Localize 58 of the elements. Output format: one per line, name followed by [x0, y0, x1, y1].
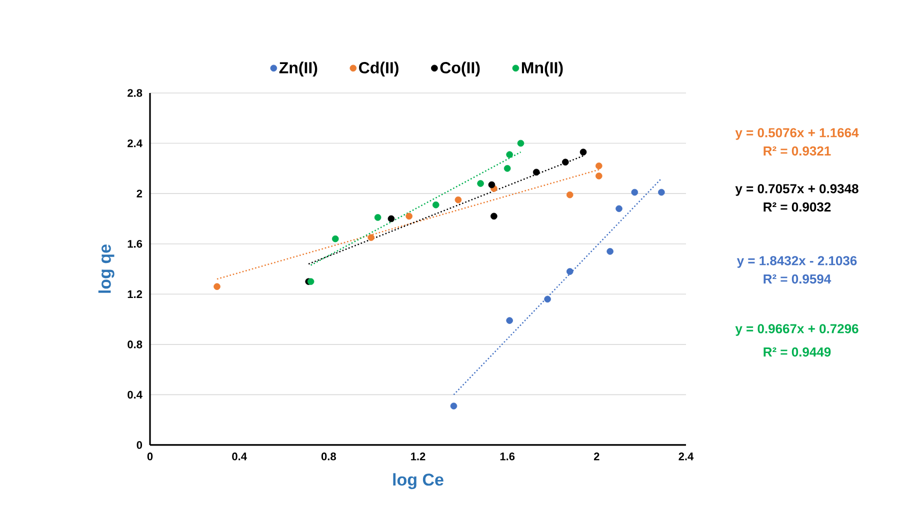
point	[506, 317, 513, 324]
x-tick-label: 2.4	[678, 452, 694, 460]
y-tick-label: 0.8	[128, 340, 142, 348]
y-tick-label: 1.2	[128, 290, 142, 298]
point	[432, 201, 440, 208]
legend-label: Co(II)	[440, 62, 480, 77]
text: y = 1.8432x - 2.1036	[736, 256, 857, 268]
y-tick-label: 0	[136, 441, 142, 449]
y-axis-title: log qe	[98, 244, 114, 293]
point	[596, 162, 602, 170]
point	[406, 212, 412, 220]
point	[580, 148, 587, 156]
y-tick-label: 0.4	[128, 390, 142, 399]
y-tick-label: 1.6	[128, 240, 142, 248]
point	[596, 172, 602, 180]
y-tick-label: 2	[136, 190, 142, 198]
x-axis-title: log Ce	[393, 473, 444, 490]
point	[488, 181, 496, 188]
point	[450, 402, 458, 410]
point	[332, 235, 339, 242]
point	[490, 212, 498, 220]
legend-label: Cd(II)	[359, 62, 398, 77]
legend-label: Zn(II)	[279, 62, 318, 77]
point	[388, 215, 395, 222]
point	[566, 268, 574, 275]
point	[454, 196, 462, 204]
point	[562, 158, 569, 166]
x-tick-label: 0.4	[232, 452, 247, 460]
point	[504, 165, 511, 172]
point	[214, 283, 220, 290]
point	[566, 191, 574, 198]
x-tick-label: 1.2	[411, 452, 426, 460]
point	[517, 140, 524, 147]
text: y = 0.7057x + 0.9348	[735, 184, 858, 196]
point	[477, 180, 484, 187]
point	[307, 278, 314, 285]
text: R² = 0.9594	[764, 274, 832, 284]
x-tick-label: 1.6	[500, 452, 515, 460]
point	[631, 188, 638, 196]
point	[374, 214, 382, 221]
y-tick-label: 2.4	[128, 139, 142, 148]
point	[616, 205, 622, 212]
text: R² = 0.9321	[764, 146, 831, 156]
text: R² = 0.9032	[764, 202, 831, 212]
point	[658, 188, 665, 196]
x-tick-label: 0	[147, 452, 153, 460]
y-tick-label: 2.8	[128, 89, 142, 97]
x-tick-label: 2	[594, 452, 600, 460]
point	[506, 151, 513, 158]
point	[606, 248, 614, 255]
x-tick-label: 0.8	[321, 452, 336, 460]
point	[532, 168, 540, 176]
point	[368, 234, 375, 241]
text: R² = 0.9449	[764, 347, 831, 357]
text: y = 0.5076x + 1.1664	[735, 128, 859, 140]
point	[544, 296, 551, 303]
legend-label: Mn(II)	[522, 62, 563, 77]
text: y = 0.9667x + 0.7296	[735, 324, 858, 336]
